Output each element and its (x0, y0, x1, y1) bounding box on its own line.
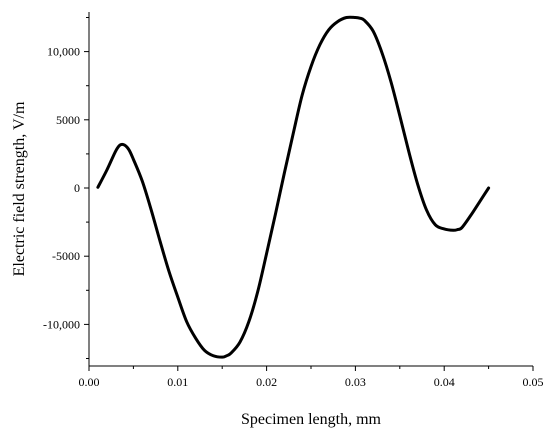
x-tick-label: 0.00 (79, 375, 100, 389)
y-tick-label: 10,000 (47, 45, 80, 59)
x-tick-label: 0.01 (167, 375, 188, 389)
y-axis-title: Electric field strength, V/m (11, 101, 28, 276)
x-tick-label: 0.02 (256, 375, 277, 389)
x-tick-label: 0.05 (523, 375, 544, 389)
x-axis-title: Specimen length, mm (241, 411, 382, 428)
y-ticks: -10,000 -5000 0 5000 10,000 (43, 17, 89, 359)
y-tick-label: -10,000 (43, 317, 80, 331)
x-tick-label: 0.04 (434, 375, 455, 389)
y-tick-label: -5000 (52, 249, 80, 263)
x-tick-label: 0.03 (345, 375, 366, 389)
x-ticks: 0.00 0.01 0.02 0.03 0.04 0.05 (79, 366, 544, 389)
y-tick-label: 0 (74, 181, 80, 195)
series-line (96, 15, 491, 359)
series-layer (96, 15, 491, 359)
y-tick-label: 5000 (56, 113, 80, 127)
